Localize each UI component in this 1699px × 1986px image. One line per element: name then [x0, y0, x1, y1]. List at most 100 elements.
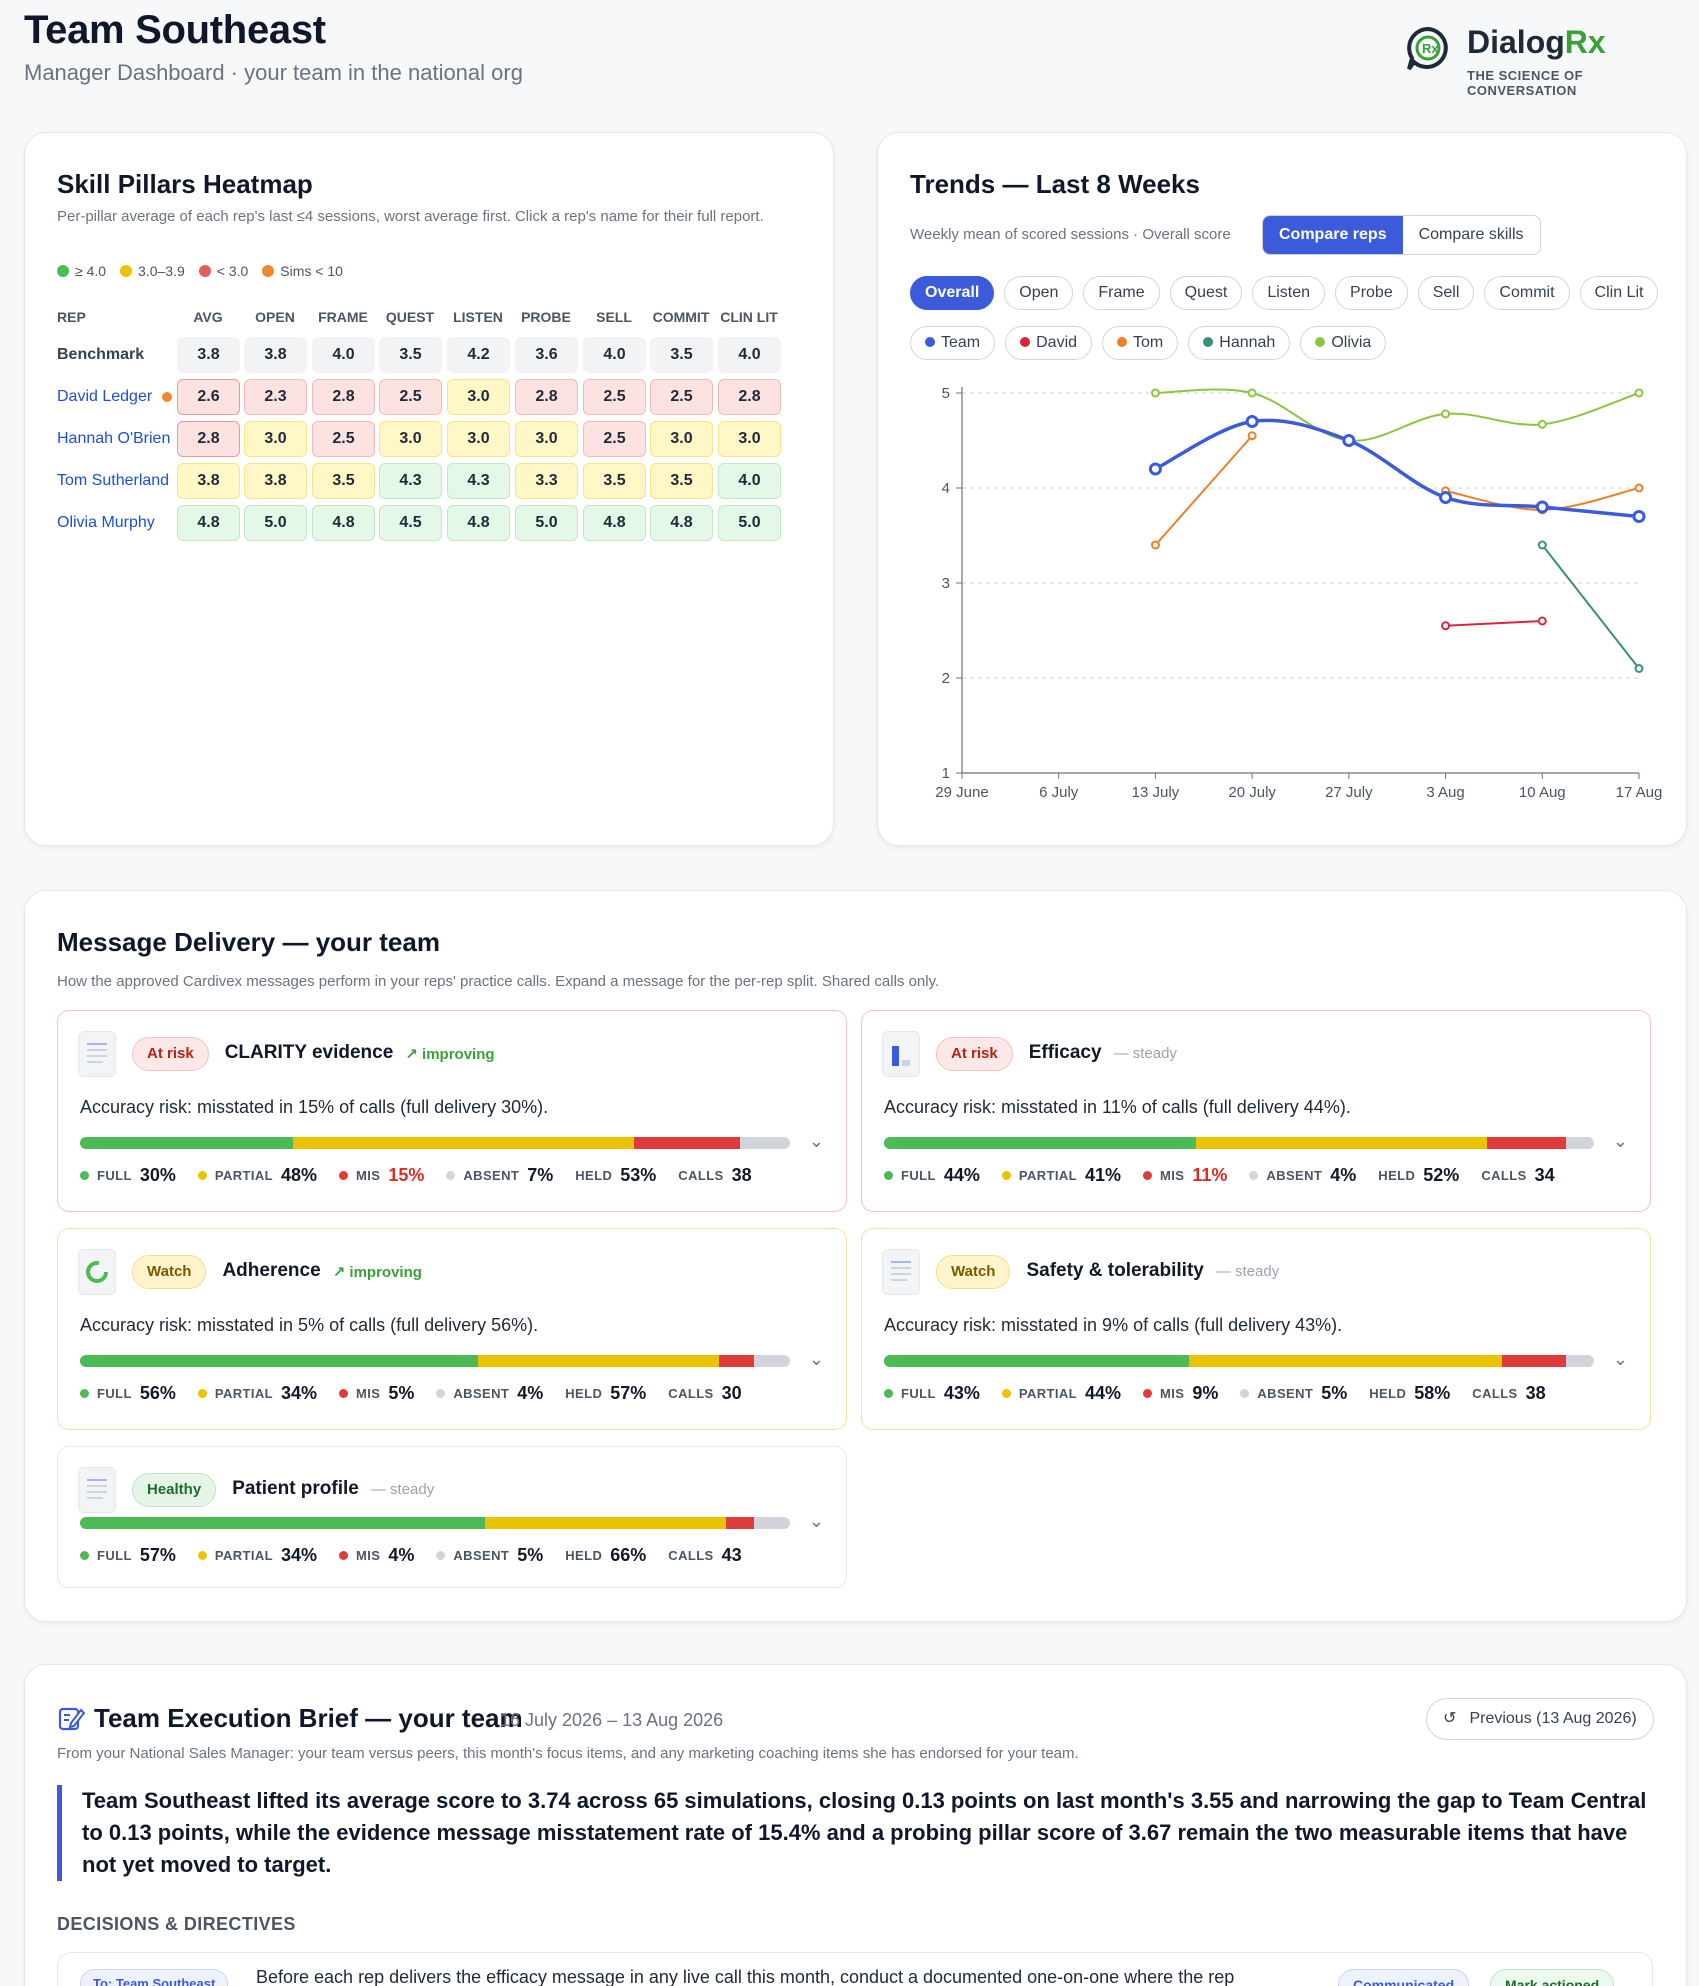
stat-key: ABSENT	[453, 1386, 510, 1401]
stat-dot-icon	[1143, 1171, 1153, 1180]
skill-pill-open[interactable]: Open	[1004, 276, 1074, 310]
stat-key: FULL	[97, 1386, 132, 1401]
bar-mis-segment	[1501, 1355, 1566, 1367]
communicated-badge: Communicated	[1338, 1969, 1470, 1986]
chevron-down-icon[interactable]: ⌄	[1612, 1349, 1628, 1369]
trend-label: improving	[422, 1046, 495, 1063]
data-point-david	[1441, 621, 1451, 631]
rep-name-text: David Ledger	[57, 388, 153, 405]
tab-compare-reps[interactable]: Compare reps	[1263, 216, 1403, 254]
message-thumbnail-icon	[78, 1031, 116, 1077]
skill-pill-listen[interactable]: Listen	[1252, 276, 1326, 310]
heatmap-cell: 3.0	[515, 421, 578, 457]
column-header: FRAME	[318, 309, 368, 325]
trending-up-icon: ↗	[332, 1264, 350, 1281]
steady-dash-icon: —	[370, 1481, 391, 1498]
mark-actioned-button[interactable]: Mark actioned	[1490, 1969, 1615, 1986]
stat-dot-icon	[884, 1171, 893, 1180]
skill-pill-sell[interactable]: Sell	[1417, 276, 1475, 310]
skill-pill-clin-lit[interactable]: Clin Lit	[1579, 276, 1659, 310]
decision-row: To: Team Southeast Before each rep deliv…	[57, 1952, 1653, 1986]
heatmap-cell: 3.5	[650, 463, 713, 499]
heatmap-card: Skill Pillars Heatmap Per-pillar average…	[24, 132, 834, 846]
rep-name-text: Hannah O'Brien	[57, 430, 171, 447]
accuracy-risk-text: Accuracy risk: misstated in 5% of calls …	[80, 1315, 539, 1335]
accuracy-risk-text: Accuracy risk: misstated in 11% of calls…	[884, 1097, 1351, 1117]
message-card[interactable]: At risk Efficacy — steady Accuracy risk: mi…	[861, 1010, 1651, 1212]
stat-dot-icon	[1001, 1389, 1011, 1398]
chevron-down-icon[interactable]: ⌄	[808, 1131, 824, 1151]
rep-pill-david[interactable]: David	[1005, 326, 1093, 360]
heatmap-cell: 2.8	[312, 379, 375, 415]
rep-name-link[interactable]: Tom Sutherland	[57, 472, 169, 490]
delivery-description: How the approved Cardivex messages perfo…	[57, 973, 940, 990]
rep-name-link[interactable]: Hannah O'Brien	[57, 430, 191, 448]
stat-calls: CALLS 43	[668, 1545, 741, 1566]
message-card[interactable]: Watch Safety & tolerability — steady Accura…	[861, 1228, 1651, 1430]
chat-bubble-icon: Rx	[1407, 26, 1448, 71]
series-dot-icon	[925, 337, 935, 347]
x-tick-label: 6 July	[1039, 784, 1079, 801]
delivery-stats: FULL 56% PARTIAL 34% MIS 5% ABSENT 4% HELD 57% CAL…	[80, 1383, 764, 1404]
stat-key: CALLS	[1481, 1168, 1527, 1183]
data-point-hannah	[1537, 540, 1547, 550]
rep-name-link[interactable]: David Ledger	[57, 388, 173, 406]
heatmap-cell: 4.3	[379, 463, 442, 499]
tab-compare-skills[interactable]: Compare skills	[1418, 226, 1524, 243]
skill-pill-overall[interactable]: Overall	[910, 276, 995, 310]
stat-value: 5%	[1321, 1383, 1348, 1403]
skill-pill-commit[interactable]: Commit	[1484, 276, 1570, 310]
chevron-down-icon[interactable]: ⌄	[808, 1511, 824, 1531]
previous-brief-button[interactable]: ↺ Previous (13 Aug 2026)	[1426, 1698, 1654, 1740]
stat-key: ABSENT	[1257, 1386, 1314, 1401]
stat-value: 43%	[943, 1383, 980, 1403]
y-tick-label: 2	[942, 670, 950, 687]
stat-absent: ABSENT 4%	[1249, 1165, 1356, 1186]
legend-dot-icon	[120, 265, 133, 277]
trends-card: Trends — Last 8 Weeks Weekly mean of sco…	[877, 132, 1687, 846]
trends-title: Trends — Last 8 Weeks	[910, 169, 1200, 199]
stat-key: MIS	[1160, 1386, 1185, 1401]
message-card[interactable]: At risk CLARITY evidence ↗ improving Accura…	[57, 1010, 847, 1212]
rep-pill-olivia[interactable]: Olivia	[1300, 326, 1387, 360]
rep-pill-team[interactable]: Team	[910, 326, 996, 360]
accuracy-risk-text: Accuracy risk: misstated in 15% of calls…	[80, 1097, 549, 1117]
rep-pill-hannah[interactable]: Hannah	[1188, 326, 1291, 360]
stat-partial: PARTIAL 44%	[1001, 1383, 1121, 1404]
delivery-bar	[80, 1355, 790, 1367]
skill-pill-probe[interactable]: Probe	[1335, 276, 1408, 310]
stat-held: HELD 52%	[1378, 1165, 1459, 1186]
chevron-down-icon[interactable]: ⌄	[808, 1349, 824, 1369]
status-badge: At risk	[132, 1037, 209, 1071]
stat-key: PARTIAL	[214, 1386, 274, 1401]
heatmap-cell: 3.8	[244, 337, 307, 373]
heatmap-cell: 3.6	[515, 337, 578, 373]
stat-held: HELD 57%	[565, 1383, 646, 1404]
heatmap-cell: 5.0	[515, 505, 578, 541]
rep-pill-tom[interactable]: Tom	[1102, 326, 1179, 360]
bar-full-segment	[884, 1137, 1197, 1149]
stat-full: FULL 43%	[884, 1383, 980, 1404]
heatmap-cell: 5.0	[718, 505, 781, 541]
svg-text:Rx: Rx	[1422, 41, 1439, 56]
message-card[interactable]: Watch Adherence ↗ improving Accuracy risk: …	[57, 1228, 847, 1430]
skill-pill-quest[interactable]: Quest	[1169, 276, 1243, 310]
status-badge: At risk	[936, 1037, 1013, 1071]
trends-description: Weekly mean of scored sessions · Overall…	[910, 226, 1231, 243]
skill-pill-frame[interactable]: Frame	[1083, 276, 1160, 310]
stat-partial: PARTIAL 34%	[197, 1545, 317, 1566]
stat-calls: CALLS 30	[668, 1383, 741, 1404]
legend-label: ≥ 4.0	[75, 263, 107, 279]
logo-name: DialogRx	[1467, 24, 1606, 60]
chevron-down-icon[interactable]: ⌄	[1612, 1131, 1628, 1151]
data-point-team	[1535, 500, 1549, 514]
rep-name-link[interactable]: Olivia Murphy	[57, 514, 155, 532]
delivery-stats: FULL 44% PARTIAL 41% MIS 11% ABSENT 4% HELD 52% CA…	[884, 1165, 1577, 1186]
message-card[interactable]: Healthy Patient profile — steady ⌄ FULL 57% PA…	[57, 1446, 847, 1588]
trend-indicator: — steady	[371, 1481, 434, 1498]
delivery-stats: FULL 30% PARTIAL 48% MIS 15% ABSENT 7% HELD 53% CA…	[80, 1165, 774, 1186]
bar-partial-segment	[1196, 1137, 1488, 1149]
heatmap-cell: 4.8	[447, 505, 510, 541]
heatmap-cell: 3.0	[650, 421, 713, 457]
stat-key: HELD	[575, 1168, 613, 1183]
